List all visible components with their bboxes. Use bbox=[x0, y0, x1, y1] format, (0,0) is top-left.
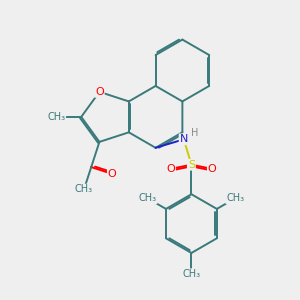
Text: CH₃: CH₃ bbox=[182, 269, 200, 279]
Text: N: N bbox=[180, 134, 188, 144]
Text: CH₃: CH₃ bbox=[139, 193, 157, 203]
Text: H: H bbox=[191, 128, 199, 138]
Text: S: S bbox=[188, 160, 195, 170]
Text: CH₃: CH₃ bbox=[47, 112, 65, 122]
Text: O: O bbox=[95, 87, 104, 97]
Text: O: O bbox=[208, 164, 217, 174]
Text: CH₃: CH₃ bbox=[75, 184, 93, 194]
Text: O: O bbox=[166, 164, 175, 174]
Text: CH₃: CH₃ bbox=[226, 193, 244, 203]
Text: O: O bbox=[108, 169, 117, 179]
